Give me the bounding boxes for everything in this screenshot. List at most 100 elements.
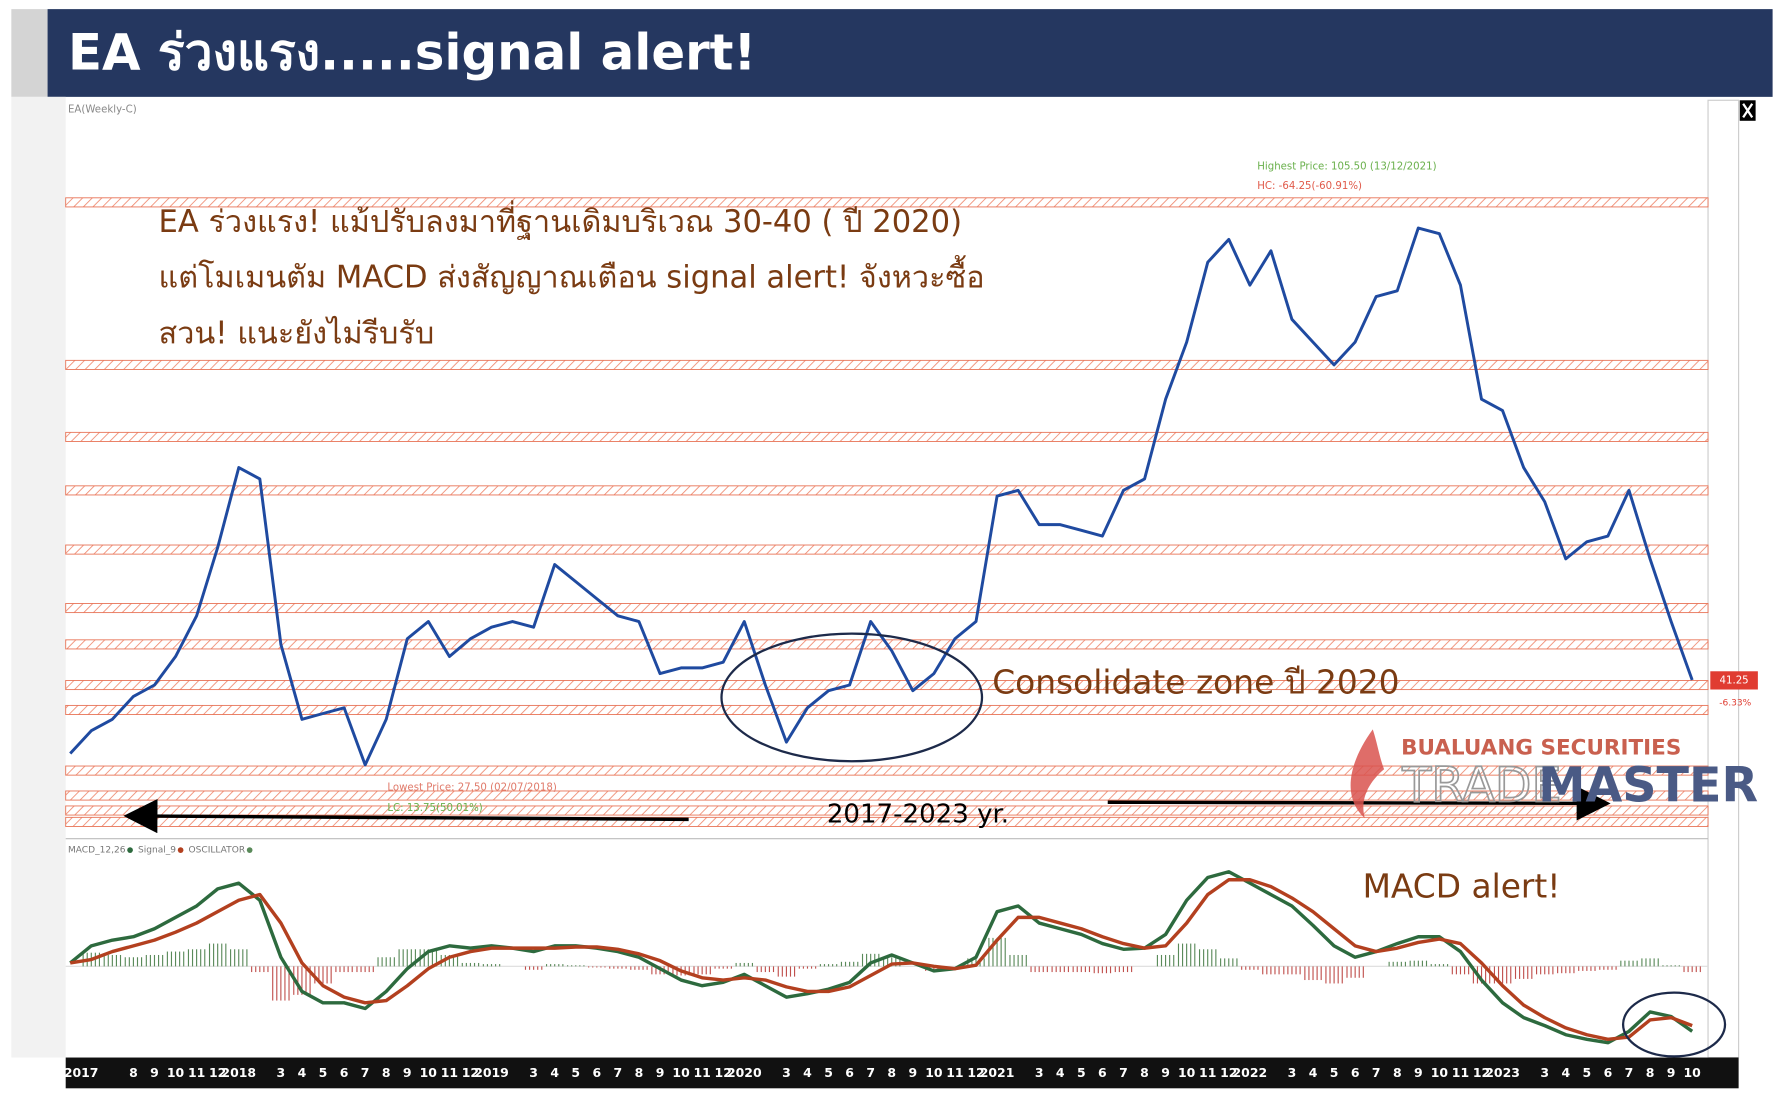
level-band (65, 680, 1709, 691)
x-tick-label: 8 (382, 1065, 391, 1080)
x-tick-label: 6 (1604, 1065, 1613, 1080)
x-tick-label: 10 (1684, 1065, 1702, 1080)
level-band (65, 485, 1709, 496)
x-tick-label: 7 (1372, 1065, 1381, 1080)
level-band (65, 704, 1709, 715)
x-tick-label: 4 (550, 1065, 559, 1080)
x-tick-label: 8 (129, 1065, 138, 1080)
x-tick-label: 5 (1330, 1065, 1339, 1080)
x-tick-label: 6 (845, 1065, 854, 1080)
x-tick-label: 10 (1431, 1065, 1449, 1080)
x-tick-label: 10 (672, 1065, 690, 1080)
lowest-label: Lowest Price: 27.50 (02/07/2018) (387, 782, 556, 793)
close-icon (1742, 103, 1754, 119)
consolidation-ellipse (720, 632, 984, 763)
x-tick-label: 5 (571, 1065, 580, 1080)
legend-swatch (177, 847, 184, 853)
x-tick-label: 9 (1414, 1065, 1423, 1080)
x-tick-label: 10 (167, 1065, 185, 1080)
logo-trade: TRADE (1401, 759, 1561, 814)
x-tick-label: 7 (1625, 1065, 1634, 1080)
x-tick-label: 2023 (1485, 1065, 1520, 1080)
level-band (65, 816, 1709, 827)
x-tick-label: 12 (1220, 1065, 1237, 1080)
logo-flame (1350, 729, 1385, 819)
x-tick-label: 3 (1035, 1065, 1044, 1080)
x-tick-label: 4 (1309, 1065, 1318, 1080)
level-band (65, 359, 1709, 370)
x-tick-label: 5 (1583, 1065, 1592, 1080)
x-tick-label: 11 (441, 1065, 458, 1080)
level-band (65, 765, 1709, 776)
last-change-label: -6.33% (1719, 699, 1751, 709)
alert-ellipse (1621, 991, 1727, 1058)
legend-swatch (127, 847, 133, 853)
x-tick-label: 7 (866, 1065, 875, 1080)
x-tick-label: 6 (340, 1065, 349, 1080)
x-tick-label: 3 (1288, 1065, 1297, 1080)
x-tick-label: 2018 (221, 1065, 256, 1080)
x-tick-label: 4 (298, 1065, 307, 1080)
consolidate-label: Consolidate zone ปี 2020 (992, 662, 1399, 701)
x-tick-label: 9 (150, 1065, 159, 1080)
x-tick-label: 7 (1119, 1065, 1128, 1080)
x-tick-label: 6 (1351, 1065, 1360, 1080)
legend-entry: OSCILLATOR (189, 846, 246, 856)
note-line: แต่โมเมนตัม MACD ส่งสัญญาณเตือน signal a… (159, 255, 985, 296)
x-tick-label: 4 (1056, 1065, 1065, 1080)
x-tick-label: 4 (803, 1065, 812, 1080)
x-tick-label: 9 (656, 1065, 665, 1080)
level-band (65, 544, 1709, 555)
x-tick-label: 3 (1540, 1065, 1549, 1080)
note-line: สวน! แนะยังไม่รีบรับ (159, 315, 435, 351)
x-tick-label: 2019 (474, 1065, 509, 1080)
x-tick-label: 5 (1077, 1065, 1086, 1080)
x-tick-label: 2022 (1233, 1065, 1268, 1080)
x-tick-label: 5 (319, 1065, 328, 1080)
x-tick-label: 11 (1452, 1065, 1469, 1080)
x-tick-label: 11 (693, 1065, 710, 1080)
side-strip (11, 9, 48, 97)
x-tick-label: 3 (782, 1065, 791, 1080)
x-tick-label: 10 (420, 1065, 438, 1080)
arrow-left (123, 799, 689, 834)
x-tick-label: 6 (1098, 1065, 1107, 1080)
x-tick-label: 6 (593, 1065, 602, 1080)
level-band (65, 805, 1709, 816)
x-tick-label: 8 (635, 1065, 644, 1080)
x-tick-label: 9 (1667, 1065, 1676, 1080)
x-tick-label: 7 (614, 1065, 623, 1080)
title-bar (47, 9, 1773, 97)
logo-line1: BUALUANG SECURITIES (1401, 736, 1681, 761)
x-tick-label: 12 (715, 1065, 732, 1080)
level-band (65, 790, 1709, 801)
x-tick-label: 9 (1161, 1065, 1170, 1080)
left-margin (11, 96, 66, 1058)
lc-label: LC: 13.75(50.01%) (387, 803, 482, 814)
x-tick-label: 2021 (980, 1065, 1015, 1080)
period-label: 2017-2023 yr. (827, 799, 1009, 829)
x-tick-label: 10 (1178, 1065, 1196, 1080)
x-tick-label: 9 (908, 1065, 917, 1080)
x-tick-label: 12 (209, 1065, 226, 1080)
x-tick-label: 10 (925, 1065, 943, 1080)
right-axis (1707, 99, 1740, 1059)
macd-line (69, 870, 1694, 1045)
logo-master: MASTER (1538, 759, 1758, 814)
level-band (65, 603, 1709, 614)
x-tick-label: 5 (824, 1065, 833, 1080)
x-tick-label: 12 (967, 1065, 984, 1080)
legend-entry: Signal_9 (138, 846, 176, 856)
x-axis-bar (65, 1057, 1739, 1089)
x-tick-label: 11 (1199, 1065, 1216, 1080)
level-band (65, 431, 1709, 442)
x-tick-label: 12 (462, 1065, 479, 1080)
highest-label: Highest Price: 105.50 (13/12/2021) (1257, 161, 1436, 172)
level-band (65, 197, 1709, 208)
x-tick-label: 8 (1393, 1065, 1402, 1080)
x-tick-label: 05/2017 (42, 1065, 99, 1080)
last-price-box (1710, 671, 1758, 690)
page-title: EA ร่วงแรง.....signal alert! (68, 23, 756, 81)
